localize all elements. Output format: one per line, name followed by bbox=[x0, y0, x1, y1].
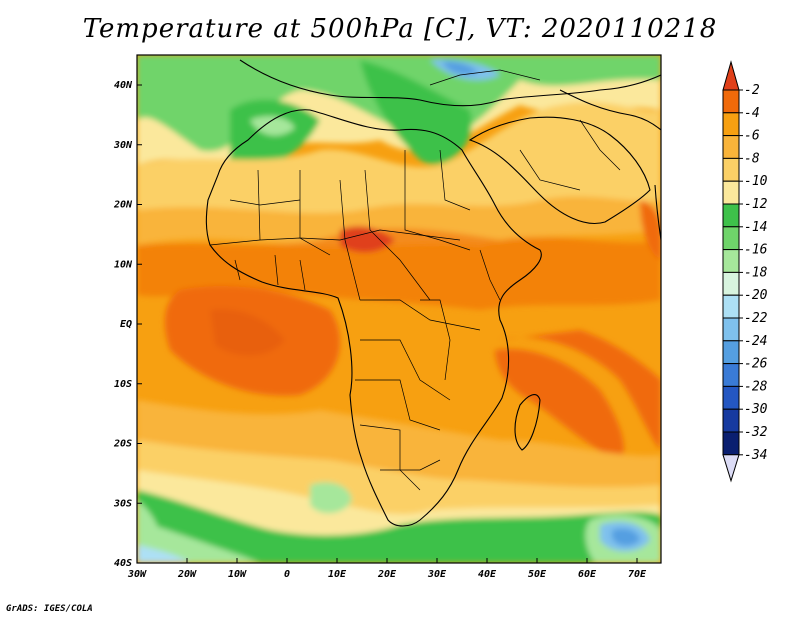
lon-tick-label: 30E bbox=[427, 569, 447, 580]
lon-tick-label: 60E bbox=[578, 569, 597, 580]
colorbar-swatch bbox=[722, 363, 740, 387]
lat-tick-label: 30N bbox=[113, 140, 133, 151]
colorbar-label: -20 bbox=[744, 288, 768, 303]
colorbar: -2 -4 -6 -8 -10 -12 -14 -16 -18 -20 -22 -24 -26 -28 -3… bbox=[722, 60, 768, 483]
lon-tick-label: 70E bbox=[628, 569, 647, 580]
colorbar-swatch bbox=[722, 271, 740, 296]
colorbar-swatch bbox=[722, 112, 740, 137]
lon-tick-label: 30W bbox=[127, 569, 147, 580]
colorbar-label: -22 bbox=[744, 311, 768, 326]
lat-tick-label: 40S bbox=[114, 558, 132, 569]
colorbar-swatch bbox=[722, 317, 740, 342]
lat-tick-label: 10N bbox=[114, 259, 133, 270]
country-borders bbox=[209, 69, 621, 491]
colorbar-swatch bbox=[722, 408, 740, 433]
colorbar-label: -24 bbox=[744, 334, 767, 349]
colorbar-swatch bbox=[722, 294, 740, 319]
lat-tick-label: 40N bbox=[114, 80, 133, 91]
colorbar-label: -18 bbox=[744, 265, 768, 280]
colorbar-label: -2 bbox=[744, 83, 760, 98]
colorbar-label: -32 bbox=[744, 425, 768, 440]
chart-title: Temperature at 500hPa [C], VT: 202011021… bbox=[82, 14, 718, 44]
colorbar-swatch bbox=[722, 340, 740, 365]
colorbar-label: -6 bbox=[744, 129, 760, 144]
colorbar-label: -16 bbox=[744, 243, 768, 258]
colorbar-label: -4 bbox=[744, 106, 760, 121]
lon-tick-label: 40E bbox=[478, 569, 497, 580]
colorbar-swatch bbox=[722, 135, 740, 159]
colorbar-top-arrow bbox=[722, 60, 740, 91]
lat-tick-label: 30S bbox=[113, 498, 132, 509]
colorbar-label: -34 bbox=[744, 448, 767, 463]
lon-tick-label: 0 bbox=[284, 569, 290, 580]
latitude-axis: 40N 30N 20N 10N EQ 10S 20S 30S 40S bbox=[113, 80, 142, 569]
temperature-field bbox=[137, 55, 661, 563]
lat-tick-label: EQ bbox=[120, 319, 132, 330]
colorbar-swatch bbox=[722, 226, 740, 251]
colorbar-label: -14 bbox=[744, 220, 767, 235]
colorbar-label: -30 bbox=[744, 402, 768, 417]
longitude-axis: 30W 20W 10W 0 10E 20E 30E 40E 50E 60E 70E bbox=[127, 558, 647, 580]
colorbar-swatch bbox=[722, 431, 740, 456]
colorbar-swatch bbox=[722, 203, 740, 228]
lat-tick-label: 10S bbox=[114, 379, 132, 390]
lon-tick-label: 10W bbox=[228, 569, 247, 580]
credit-text: GrADS: IGES/COLA bbox=[6, 604, 93, 614]
lat-tick-label: 20N bbox=[113, 200, 133, 211]
colorbar-label: -10 bbox=[744, 174, 768, 189]
colorbar-swatch bbox=[722, 180, 740, 205]
colorbar-swatch bbox=[722, 157, 740, 182]
lat-tick-label: 20S bbox=[113, 439, 132, 450]
colorbar-label: -26 bbox=[744, 357, 768, 372]
colorbar-label: -12 bbox=[744, 197, 768, 212]
lon-tick-label: 20E bbox=[377, 569, 397, 580]
lon-tick-label: 20W bbox=[177, 569, 197, 580]
colorbar-swatch bbox=[722, 89, 740, 114]
colorbar-bottom-arrow bbox=[722, 454, 740, 483]
colorbar-label: -8 bbox=[744, 151, 760, 166]
africa-coastline bbox=[205, 59, 661, 527]
colorbar-swatch bbox=[722, 249, 740, 273]
plot-frame bbox=[136, 54, 662, 564]
colorbar-swatch bbox=[722, 385, 740, 410]
colorbar-label: -28 bbox=[744, 379, 768, 394]
lon-tick-label: 50E bbox=[528, 569, 547, 580]
lon-tick-label: 10E bbox=[328, 569, 347, 580]
